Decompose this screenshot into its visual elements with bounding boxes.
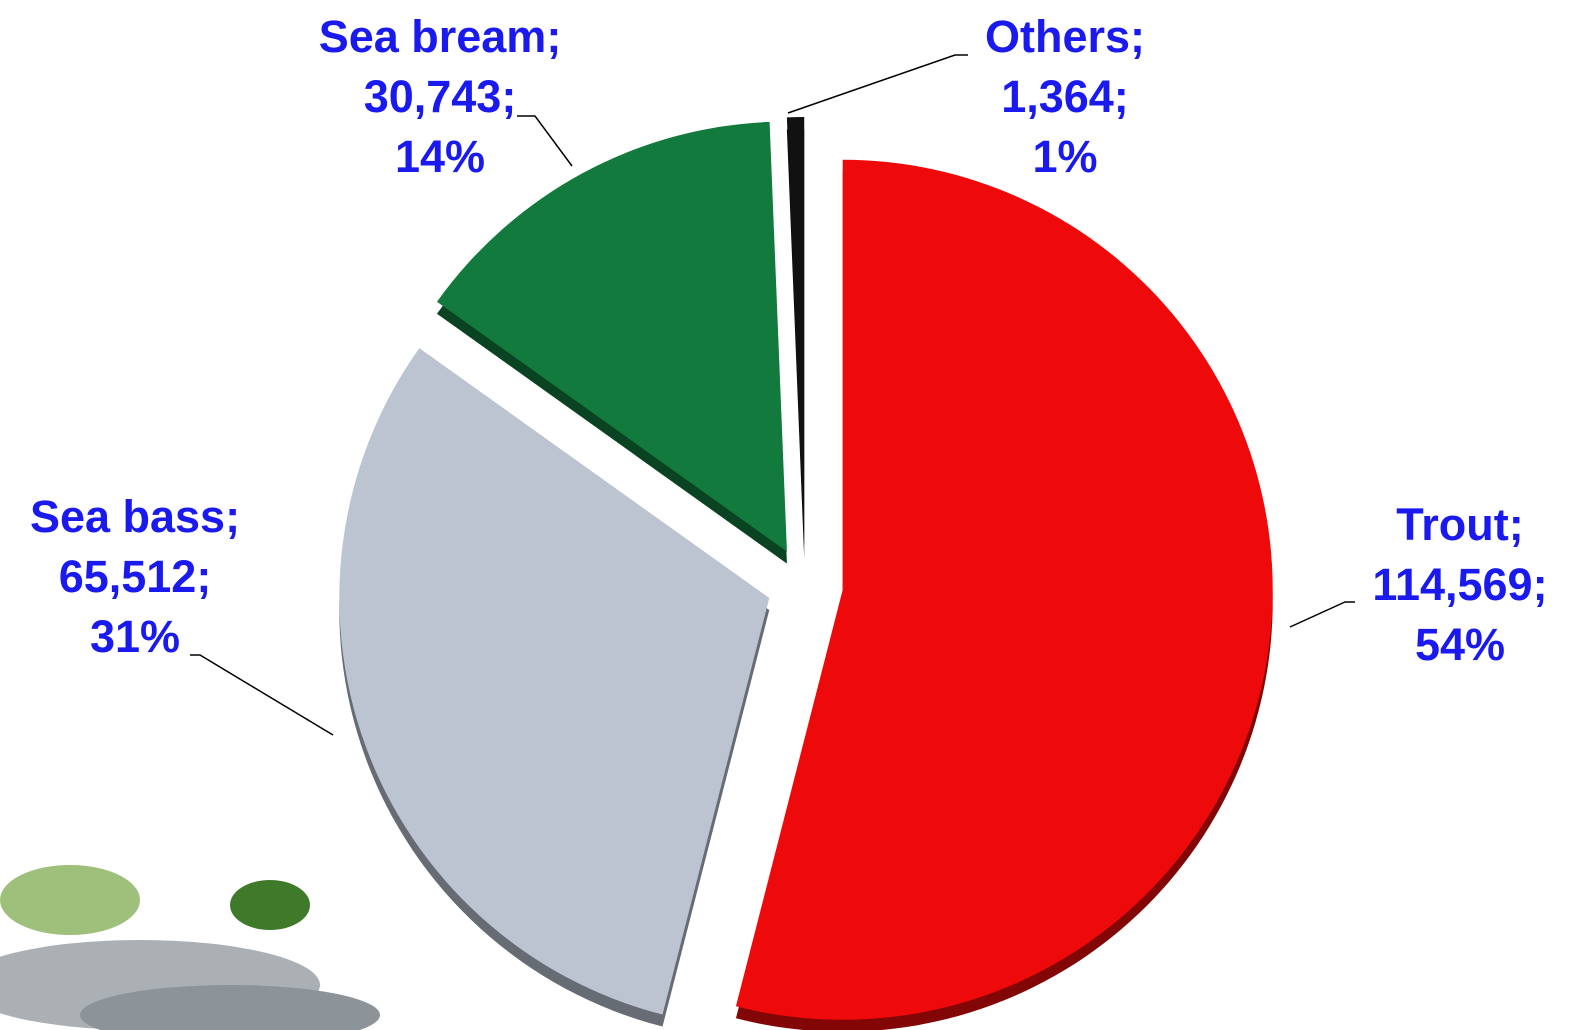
percent-label: 14%: [395, 131, 485, 182]
leader-line: [1289, 601, 1355, 628]
percent-label: 54%: [1415, 619, 1505, 670]
slice: [735, 159, 1273, 1020]
category-label: Trout;: [1396, 499, 1523, 550]
slices: [339, 117, 1273, 1030]
slice: [786, 117, 805, 548]
percent-label: 31%: [90, 611, 180, 662]
percent-label: 1%: [1032, 131, 1097, 182]
category-label: Others;: [985, 11, 1145, 62]
value-label: 114,569;: [1372, 559, 1547, 610]
value-label: 65,512;: [59, 551, 212, 602]
leader-line: [517, 115, 573, 167]
decoration: [0, 865, 380, 1030]
slice: [339, 348, 770, 1015]
category-label: Sea bream;: [319, 11, 562, 62]
leader-line: [787, 54, 968, 114]
value-label: 1,364;: [1001, 71, 1129, 122]
category-label: Sea bass;: [30, 491, 240, 542]
labels: Trout; 114,569; 54% Sea bass; 65,512; 31% Sea …: [30, 11, 1548, 736]
value-label: 30,743;: [364, 71, 517, 122]
slice: [436, 121, 787, 552]
leader-line: [190, 654, 334, 736]
